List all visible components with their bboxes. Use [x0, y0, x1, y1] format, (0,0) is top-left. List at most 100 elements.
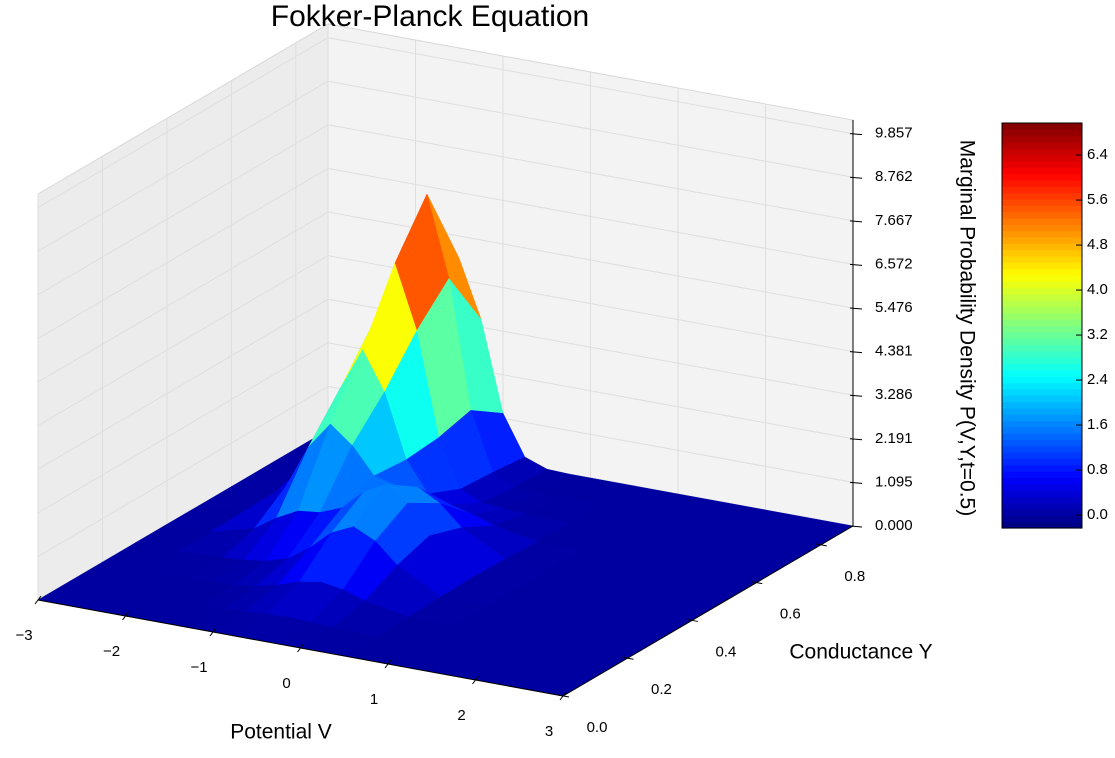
colorbar-step: [1002, 173, 1082, 181]
z-tick: [849, 220, 863, 223]
colorbar-step: [1002, 224, 1082, 232]
colorbar-step: [1002, 376, 1082, 384]
z-tick-label: 4.381: [875, 343, 913, 360]
x-tick-label: 3: [545, 723, 553, 740]
colorbar-step: [1002, 236, 1082, 244]
grid-line: [37, 255, 854, 427]
colorbar-step: [1002, 483, 1082, 491]
colorbar-step: [1002, 509, 1082, 516]
colorbar-step: [1002, 338, 1082, 346]
grid-line: [37, 167, 854, 339]
colorbar-step: [1002, 458, 1082, 466]
colorbar-step: [1002, 192, 1082, 200]
colorbar-step: [1002, 281, 1082, 289]
colorbar-frame: [1001, 122, 1083, 529]
x-tick-label: 1: [370, 691, 378, 708]
z-tick-label: 9.857: [875, 125, 913, 142]
y-tick: [557, 694, 570, 698]
colorbar-step: [1002, 350, 1082, 358]
z-tick-label: 2.191: [875, 430, 913, 447]
colorbar-step: [1002, 186, 1082, 194]
colorbar-step: [1002, 401, 1082, 409]
y-tick-label: 0.0: [587, 719, 608, 736]
colorbar-step: [1002, 395, 1082, 403]
x-tick: [34, 595, 42, 605]
grid-line: [37, 298, 854, 470]
y-tick-label: 0.2: [651, 681, 672, 698]
grid-line: [37, 385, 854, 557]
z-tick: [849, 481, 863, 484]
surface: [37, 194, 854, 697]
colorbar-step: [1002, 148, 1082, 156]
colorbar-step: [1002, 123, 1082, 130]
colorbar-step: [1002, 243, 1082, 251]
colorbar-step: [1002, 154, 1082, 162]
colorbar-step: [1002, 300, 1082, 308]
colorbar-step: [1002, 230, 1082, 238]
x-tick: [297, 643, 304, 653]
chart-title: Fokker-Planck Equation: [271, 0, 590, 33]
colorbar-tick-label: 4.0: [1087, 281, 1108, 298]
z-tick-label: 6.572: [875, 255, 913, 272]
colorbar-step: [1002, 433, 1082, 441]
grid-line: [37, 80, 854, 252]
grid-line: [37, 211, 854, 383]
grid-line: [37, 37, 854, 209]
colorbar-step: [1002, 515, 1082, 523]
colorbar-step: [1002, 325, 1082, 333]
colorbar-step: [1002, 357, 1082, 365]
colorbar-tick-label: 1.6: [1087, 416, 1108, 433]
colorbar-tick-label: 4.8: [1087, 236, 1108, 253]
colorbar-step: [1002, 319, 1082, 327]
colorbar-step: [1002, 439, 1082, 447]
colorbar-step: [1002, 490, 1082, 497]
y-tick-label: 0.8: [844, 568, 865, 585]
axes: −3 −2 −1 0 1 2 3 0.0 0.2 0.4 0.6 0.8 0.000 1.095 2.191…: [15, 120, 913, 740]
colorbar-step: [1002, 249, 1082, 257]
colorbar-tick-label: 2.4: [1087, 371, 1108, 388]
y-axis-line: [562, 525, 854, 697]
colorbar-tick-label: 6.4: [1087, 146, 1108, 163]
x-tick-label: −2: [103, 643, 120, 660]
colorbar-step: [1002, 521, 1082, 529]
colorbar-step: [1002, 268, 1082, 276]
z-tick: [849, 394, 863, 397]
z-tick: [849, 133, 863, 136]
colorbar-step: [1002, 255, 1082, 263]
colorbar-step: [1002, 420, 1082, 428]
colorbar-step: [1002, 502, 1082, 510]
colorbar-step: [1002, 274, 1082, 282]
z-tick-label: 8.762: [875, 168, 913, 185]
colorbar-step: [1002, 312, 1082, 320]
z-tick-label: 5.476: [875, 299, 913, 316]
colorbar-step: [1002, 344, 1082, 352]
colorbar-step: [1002, 211, 1082, 219]
z-tick-label: 0.000: [875, 517, 913, 534]
y-tick: [622, 656, 634, 660]
colorbar-step: [1002, 426, 1082, 434]
x-tick-label: 2: [457, 707, 465, 724]
x-tick-label: −1: [190, 659, 207, 676]
colorbar-step: [1002, 135, 1082, 143]
colorbar-step: [1002, 388, 1082, 396]
colorbar-step: [1002, 217, 1082, 225]
z-tick: [849, 307, 863, 310]
z-tick-label: 3.286: [875, 386, 913, 403]
x-tick-label: −3: [15, 627, 32, 644]
colorbar-step: [1002, 452, 1082, 459]
grid-line: [37, 342, 854, 514]
grid-line: [37, 124, 854, 296]
x-tick: [384, 659, 392, 669]
colorbar-step: [1002, 198, 1082, 206]
colorbar-step: [1002, 167, 1082, 175]
colorbar-step: [1002, 471, 1082, 478]
colorbar-step: [1002, 205, 1082, 213]
colorbar: 0.0 0.8 1.6 2.4 3.2 4.0 4.8 5.6 6.4: [1001, 122, 1108, 529]
z-tick-label: 7.667: [875, 212, 913, 229]
colorbar-step: [1002, 331, 1082, 339]
z-axis-label: Marginal Probability Density P(V,Y,t=0.5…: [955, 140, 978, 516]
y-tick-label: 0.6: [780, 606, 801, 623]
colorbar-tick-label: 0.0: [1087, 506, 1108, 523]
y-tick: [686, 618, 698, 622]
z-tick: [849, 351, 863, 354]
